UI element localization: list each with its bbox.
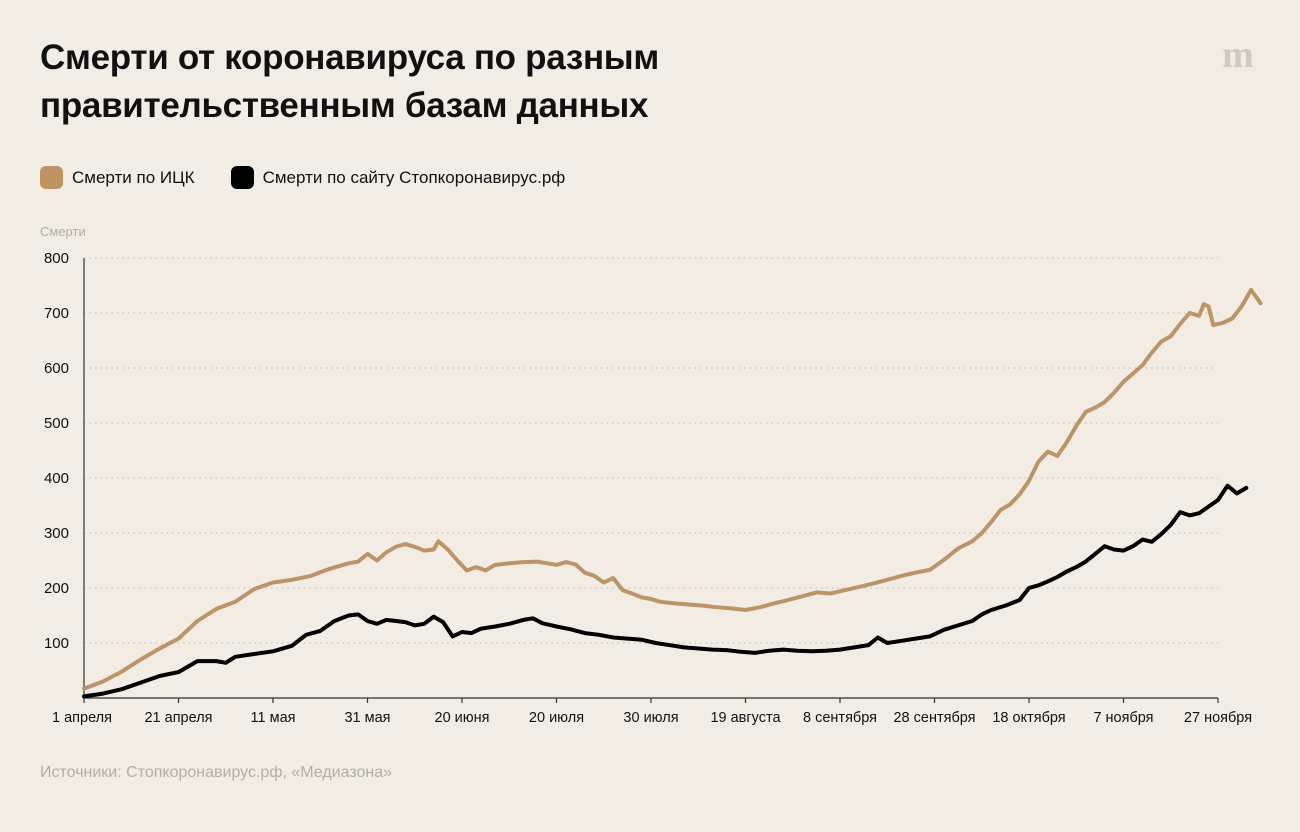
series-line-ick <box>82 287 1263 691</box>
chart-title-line-1: Смерти от коронавируса по разным <box>40 38 659 77</box>
source-note: Источники: Стопкоронавирус.рф, «Медиазон… <box>40 764 393 781</box>
x-tick-label-4: 20 июня <box>435 710 490 726</box>
y-tick-label-300: 300 <box>44 525 69 542</box>
line-chart: 100 200 300 400 500 600 700 800 1 апреля 21 апре… <box>40 224 1263 726</box>
x-tick-label-1: 21 апреля <box>144 710 212 726</box>
legend-label-stopcorona: Смерти по сайту Стопкоронавирус.рф <box>262 167 566 187</box>
legend-item-ick: Смерти по ИЦК <box>40 166 195 189</box>
x-tick-label-0: 1 апреля <box>52 710 112 726</box>
y-tick-label-400: 400 <box>44 470 69 487</box>
legend-swatch-ick <box>40 166 63 189</box>
x-tick-label-7: 19 августа <box>710 710 781 726</box>
x-tick-label-9: 28 сентября <box>893 710 975 726</box>
legend-item-stopcorona: Смерти по сайту Стопкоронавирус.рф <box>230 166 566 189</box>
y-tick-label-100: 100 <box>44 635 69 652</box>
x-tick-label-6: 30 июля <box>623 710 678 726</box>
y-axis-ticks: 100 200 300 400 500 600 700 800 <box>44 250 69 652</box>
y-axis-label: Смерти <box>40 224 86 239</box>
y-tick-label-500: 500 <box>44 415 69 432</box>
meduza-logo: m <box>1222 36 1254 76</box>
grid <box>83 257 1218 699</box>
x-tick-label-10: 18 октября <box>992 710 1065 726</box>
x-tick-label-2: 11 мая <box>251 710 296 726</box>
x-tick-label-8: 8 сентября <box>803 710 877 726</box>
y-tick-label-200: 200 <box>44 580 69 597</box>
legend: Смерти по ИЦК Смерти по сайту Стопкорона… <box>40 166 565 189</box>
meduza-logo-mark: m <box>1222 36 1254 76</box>
chart-title: Смерти от коронавируса по разным правите… <box>40 34 940 130</box>
series-group <box>82 287 1263 699</box>
y-tick-label-800: 800 <box>44 250 69 267</box>
series-line-stopcorona <box>82 483 1249 699</box>
chart-title-line-2: правительственным базам данных <box>40 86 649 125</box>
x-tick-label-12: 27 ноября <box>1184 710 1252 726</box>
y-tick-label-700: 700 <box>44 305 69 322</box>
legend-swatch-stopcorona <box>230 166 254 189</box>
legend-label-ick: Смерти по ИЦК <box>72 167 195 187</box>
x-axis-ticks: 1 апреля 21 апреля 11 мая 31 мая 20 июня 20 и… <box>52 698 1252 726</box>
x-tick-label-3: 31 мая <box>344 710 390 726</box>
x-tick-label-11: 7 ноября <box>1093 710 1153 726</box>
y-tick-label-600: 600 <box>44 360 69 377</box>
x-tick-label-5: 20 июля <box>529 710 584 726</box>
